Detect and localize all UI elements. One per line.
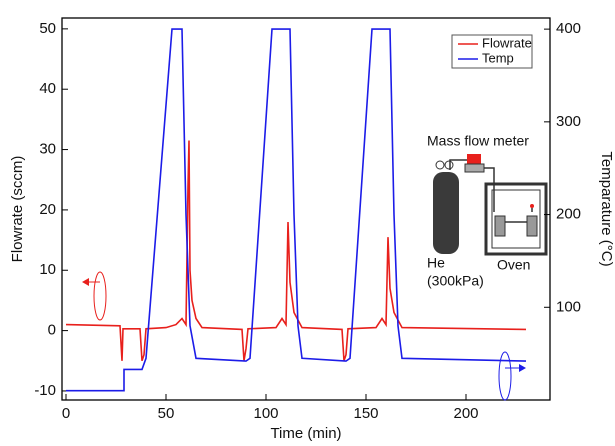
y2-axis-label: Temparature (°C) [598,151,615,266]
pointer-ellipse [93,271,107,321]
pointer-ellipse [498,351,512,401]
annotation: Mass flow meter [427,133,529,149]
pointer-head [82,278,89,286]
y2-tick-label: 200 [556,206,581,223]
valve [435,160,445,170]
y-tick-label: 20 [39,201,56,218]
y-tick-label: -10 [34,382,56,399]
pipe [449,159,495,178]
y-tick-label: 50 [39,20,56,37]
sample-cell [494,215,506,237]
inset-schematic: Mass flow meter He (300kPa) Oven [427,133,548,289]
y-tick-label: 40 [39,80,56,97]
x-tick-label: 150 [353,405,378,422]
y2-tick-label: 100 [556,298,581,315]
y2-tick-label: 400 [556,20,581,37]
sample-cell [526,215,538,237]
sensor [530,204,534,208]
x-tick-label: 200 [453,405,478,422]
data-line [66,28,527,392]
legend-label: Temp [482,50,514,65]
y-tick-label: 0 [48,322,56,339]
flow-meter-base [464,163,485,173]
axis-pointers [82,271,526,401]
annotation: Oven [497,257,530,273]
annotation: He [427,255,445,271]
pointer-head [519,364,526,372]
y-tick-label: 10 [39,261,56,278]
x-axis-label: Time (min) [270,425,341,442]
y-axis-label: Flowrate (sccm) [9,156,26,263]
oven [484,182,548,256]
data-line [65,140,527,362]
annotation: (300kPa) [427,273,484,289]
gas-cylinder [433,172,459,254]
flow-meter [467,154,481,166]
legend-box [451,34,533,69]
valve [444,160,454,170]
plot-frame [61,17,551,401]
x-tick-label: 100 [253,405,278,422]
y2-tick-label: 300 [556,113,581,130]
y-tick-label: 30 [39,141,56,158]
x-tick-label: 50 [158,405,175,422]
x-tick-label: 0 [62,405,70,422]
oven-inner [491,189,541,249]
legend-label: Flowrate [482,35,532,50]
